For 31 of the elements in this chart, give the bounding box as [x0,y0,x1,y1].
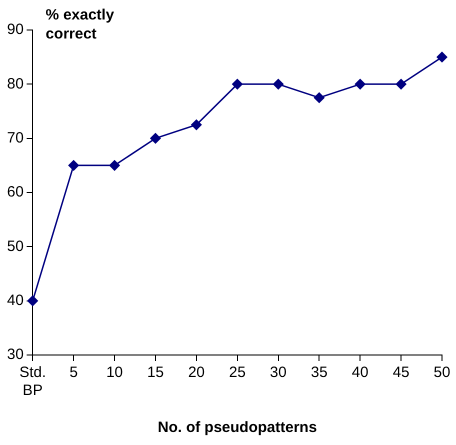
x-tick-label: 5 [69,364,78,382]
x-tick-label: 15 [147,364,164,382]
x-tick-label: Std. BP [19,364,46,400]
y-tick-label: 80 [6,75,24,92]
x-axis-title: No. of pseudopatterns [158,419,317,436]
y-tick-label: 50 [6,238,24,255]
x-tick-label: 30 [270,364,287,382]
point [396,78,406,90]
x-tick-label: 35 [310,364,328,382]
y-tick-label: 70 [6,129,24,146]
point [150,133,161,144]
y-tick-label: 60 [6,184,24,201]
x-tick-label: 50 [434,364,450,382]
point [68,160,79,171]
point [273,78,284,90]
point [232,78,243,90]
x-tick-label: 40 [352,364,368,382]
point [27,296,38,306]
point [436,52,448,62]
y-tick-label: 90 [6,21,24,38]
x-tick-label: 10 [106,364,123,382]
point [191,120,202,130]
x-tick-label: 45 [392,364,410,382]
x-tick-label: 20 [188,364,205,382]
point [314,92,324,103]
y-axis-title: % exactly correct [46,6,115,43]
y-tick-label: 30 [6,346,24,364]
point [109,160,120,171]
point [354,78,366,90]
y-tick-label: 40 [6,292,24,309]
x-tick-label: 25 [229,364,246,382]
